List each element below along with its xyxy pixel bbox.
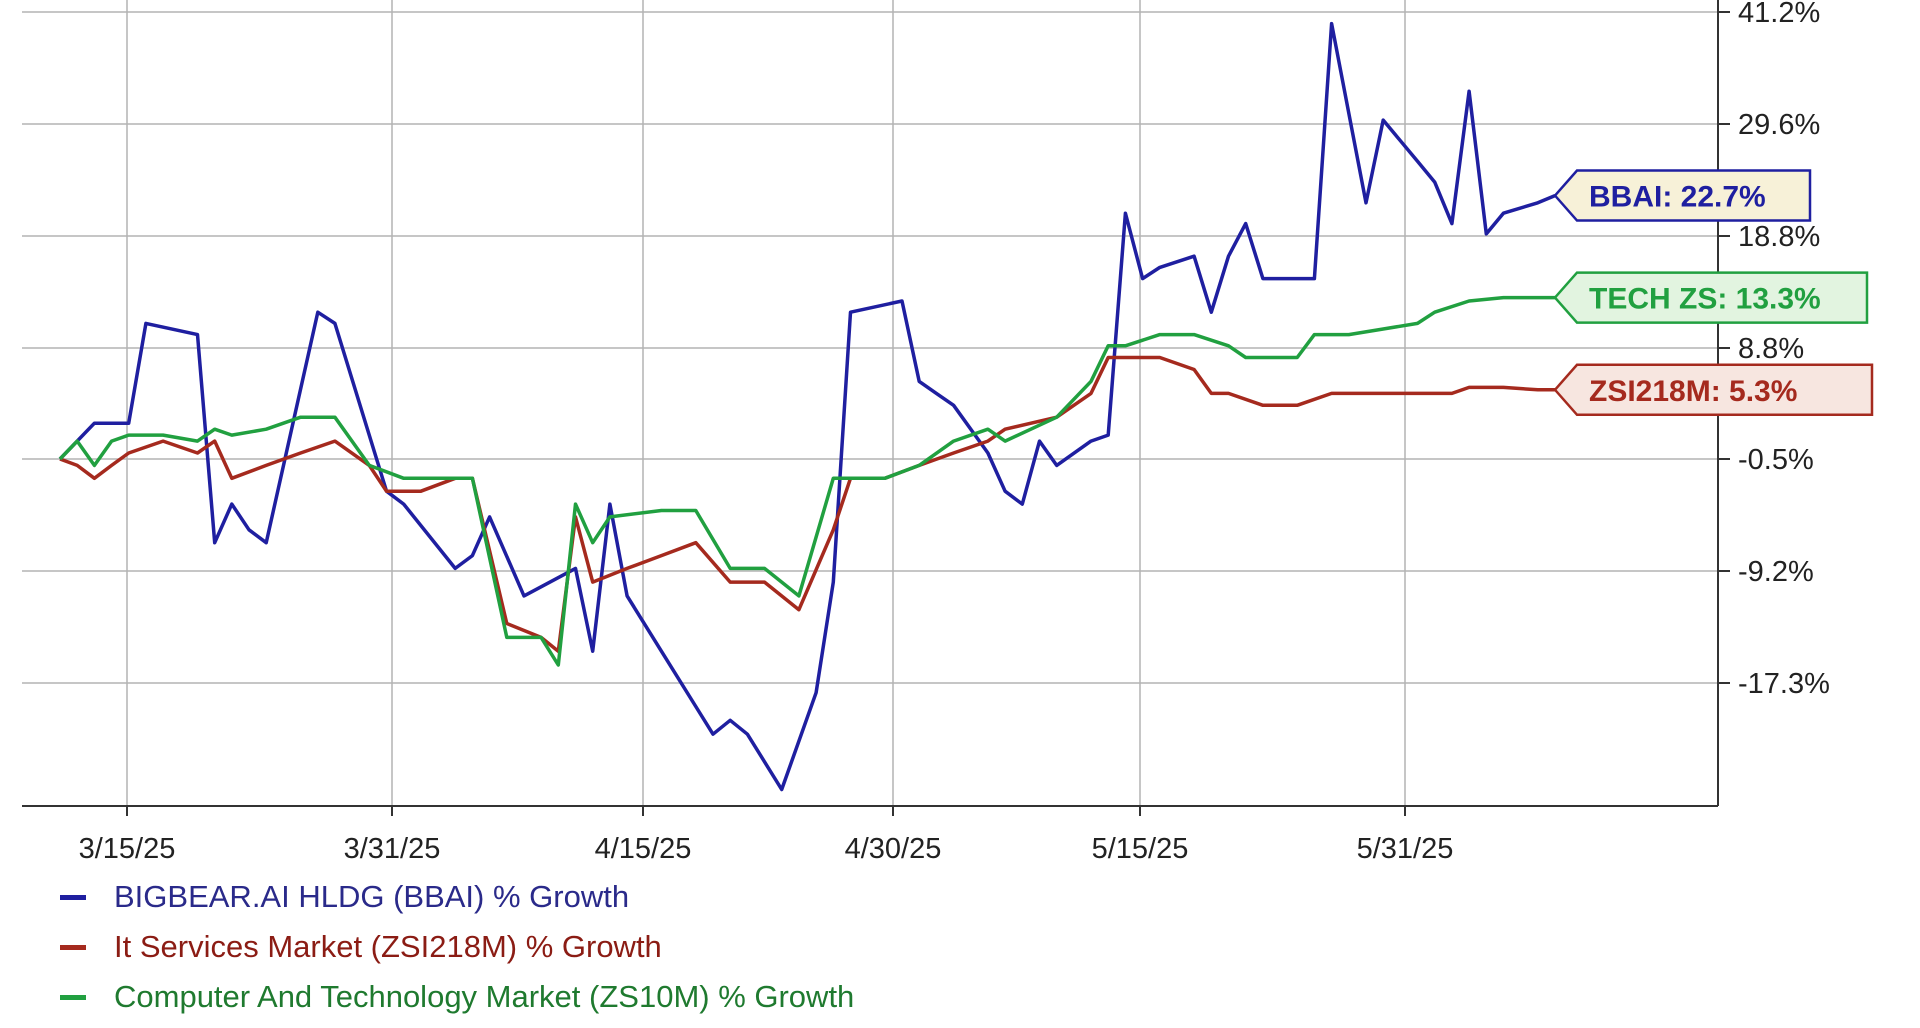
series-line-zs10m bbox=[58, 295, 1555, 667]
legend-label-bbai: BIGBEAR.AI HLDG (BBAI) % Growth bbox=[114, 879, 630, 914]
y-tick-label: 29.6% bbox=[1738, 109, 1820, 141]
end-tag-bbai: BBAI: 22.7% bbox=[1553, 169, 1812, 222]
legend-item-zsi218m: It Services Market (ZSI218M) % Growth bbox=[60, 922, 854, 972]
legend-item-bbai: BIGBEAR.AI HLDG (BBAI) % Growth bbox=[60, 872, 854, 922]
x-tick-label: 4/30/25 bbox=[845, 833, 942, 865]
end-tag-label: BBAI: 22.7% bbox=[1589, 181, 1766, 214]
series-line-zsi218m bbox=[59, 355, 1555, 653]
axes: 41.2% 29.6% 18.8% 8.8% -0.5% -9.2% -17.3% 3/15/… bbox=[22, 0, 1830, 865]
x-tick-label: 5/31/25 bbox=[1357, 833, 1454, 865]
end-tag-zsi218m: ZSI218M: 5.3% bbox=[1553, 363, 1874, 417]
y-tick-label: -9.2% bbox=[1738, 556, 1814, 588]
legend-swatch-bbai bbox=[60, 894, 86, 900]
end-tag-label: TECH ZS: 13.3% bbox=[1589, 283, 1821, 316]
y-tick-label: 8.8% bbox=[1738, 333, 1804, 365]
y-tick-label: -17.3% bbox=[1738, 668, 1830, 700]
series-lines bbox=[58, 21, 1556, 792]
y-tick-label: 18.8% bbox=[1738, 221, 1820, 253]
series-line-bbai bbox=[58, 21, 1556, 792]
x-tick-label: 3/15/25 bbox=[79, 833, 176, 865]
legend-label-zsi218m: It Services Market (ZSI218M) % Growth bbox=[114, 929, 662, 964]
legend-label-zs10m: Computer And Technology Market (ZS10M) %… bbox=[114, 979, 855, 1014]
legend-swatch-zsi218m bbox=[60, 944, 86, 950]
end-value-tags: BBAI: 22.7% ZSI218M: 5.3% TECH ZS: 13.3% bbox=[1553, 169, 1874, 417]
end-tag-label: ZSI218M: 5.3% bbox=[1589, 375, 1797, 408]
x-tick-label: 3/31/25 bbox=[344, 833, 441, 865]
y-tick-label: 41.2% bbox=[1738, 0, 1820, 29]
legend: BIGBEAR.AI HLDG (BBAI) % Growth It Servi… bbox=[60, 872, 854, 1022]
legend-item-zs10m: Computer And Technology Market (ZS10M) %… bbox=[60, 972, 854, 1022]
grid bbox=[22, 0, 1718, 806]
y-tick-label: -0.5% bbox=[1738, 444, 1814, 476]
x-tick-label: 5/15/25 bbox=[1092, 833, 1189, 865]
legend-swatch-zs10m bbox=[60, 994, 86, 1000]
x-tick-label: 4/15/25 bbox=[595, 833, 692, 865]
end-tag-zs10m: TECH ZS: 13.3% bbox=[1553, 271, 1869, 324]
